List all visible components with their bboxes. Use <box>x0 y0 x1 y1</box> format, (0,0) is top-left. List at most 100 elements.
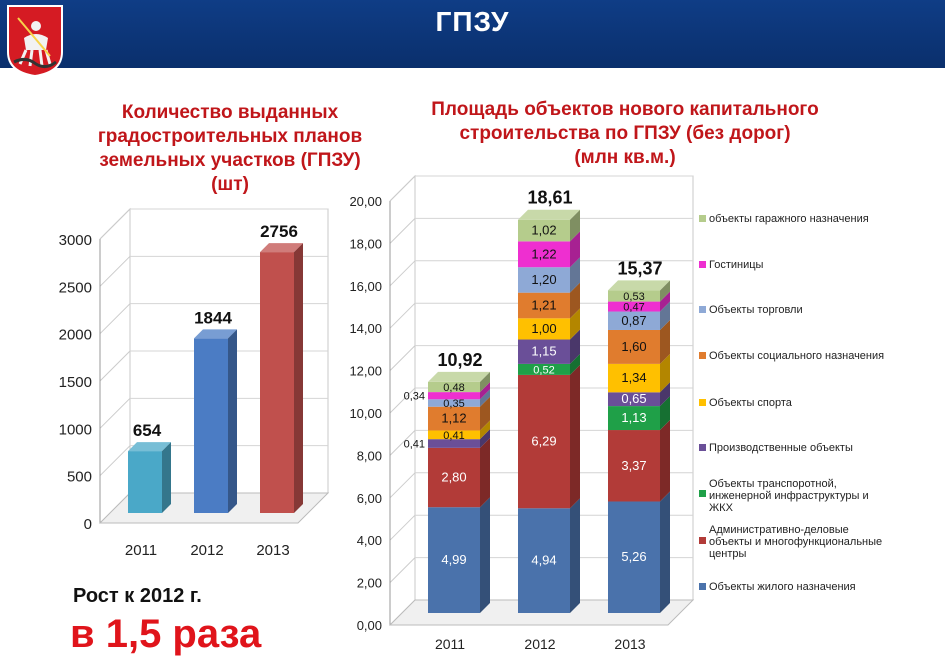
y-tick-label: 1000 <box>59 421 92 438</box>
bar-value-label: 1844 <box>194 308 232 327</box>
bar-segment <box>428 430 480 440</box>
growth-caption: Рост к 2012 г. <box>73 585 202 607</box>
y-tick-label: 14,00 <box>349 321 382 336</box>
bar-total-label: 18,61 <box>527 188 572 208</box>
segment-value-label: 0,41 <box>443 430 464 442</box>
legend-label: Административно-деловые объекты и многофу… <box>709 524 882 560</box>
segment-value-label: 1,00 <box>531 321 556 336</box>
segment-value-label: 4,94 <box>531 553 556 568</box>
segment-value-label: 5,26 <box>621 549 646 564</box>
right-chart-title-line: строительства по ГПЗУ (без дорог) <box>459 123 791 144</box>
grid-line-side <box>389 514 416 541</box>
bar-segment-side <box>480 371 490 393</box>
segment-value-label: 1,22 <box>531 246 556 261</box>
bar-segment-side <box>570 257 580 293</box>
segment-value-label: 0,65 <box>621 391 646 406</box>
y-tick-label: 3000 <box>59 232 92 249</box>
y-tick-label: 18,00 <box>349 236 382 251</box>
bar-segment <box>428 399 480 407</box>
legend-swatch <box>699 261 706 268</box>
bar-segment-side <box>570 282 580 319</box>
segment-value-label: 0,53 <box>623 291 644 303</box>
segment-value-label: 0,34 <box>404 391 425 403</box>
y-tick-label: 6,00 <box>357 491 382 506</box>
legend-swatch <box>699 490 706 497</box>
segment-value-label: 6,29 <box>531 434 556 449</box>
y-tick-label: 1500 <box>59 374 92 391</box>
bar-top <box>428 371 490 382</box>
bar-top <box>194 329 237 339</box>
grid-line-side <box>99 350 131 382</box>
header-bar: ГПЗУ <box>0 0 945 78</box>
page-title: ГПЗУ <box>435 6 510 37</box>
legend-swatch <box>699 215 706 222</box>
legend-label: Гостиницы <box>709 259 764 271</box>
bar-segment-side <box>660 353 670 393</box>
y-tick-label: 0,00 <box>357 618 382 633</box>
bar-segment-side <box>480 396 490 431</box>
grid-line-side <box>389 175 416 202</box>
bar-segment <box>608 501 660 613</box>
bar-segment-side <box>570 209 580 242</box>
bar-segment-side <box>570 308 580 340</box>
right-chart-title-line: (млн кв.м.) <box>574 147 676 168</box>
bar-value-label: 654 <box>133 421 162 440</box>
bar-segment <box>518 318 570 340</box>
left-chart-title: Количество выданных градостроительных пл… <box>40 101 420 197</box>
y-tick-label: 2000 <box>59 327 92 344</box>
y-tick-label: 20,00 <box>349 194 382 209</box>
y-tick-label: 2,00 <box>357 576 382 591</box>
left-chart-title-line: градостроительных планов <box>97 126 363 147</box>
bar-segment <box>428 447 480 508</box>
bar-segment-side <box>570 329 580 364</box>
legend-label: Объекты торговли <box>709 304 803 316</box>
segment-value-label: 0,35 <box>443 398 464 410</box>
x-tick-label: 2013 <box>256 542 289 559</box>
segment-value-label: 1,13 <box>621 410 646 425</box>
bar-side <box>228 329 237 513</box>
bar-segment <box>518 241 570 268</box>
bar-segment <box>608 406 660 431</box>
segment-value-label: 0,41 <box>404 439 425 451</box>
bar-segment <box>518 508 570 613</box>
grid-line-side <box>99 303 131 335</box>
segment-value-label: 4,99 <box>441 552 466 567</box>
grid-line-side <box>389 345 416 371</box>
y-tick-label: 0 <box>84 516 92 533</box>
bar-segment-side <box>660 420 670 502</box>
bar-segment <box>518 374 570 509</box>
bar-segment <box>518 292 570 319</box>
bar-total-label: 10,92 <box>437 350 482 370</box>
grid-line-side <box>389 260 416 287</box>
segment-value-label: 0,48 <box>443 382 464 394</box>
segment-value-label: 1,20 <box>531 272 556 287</box>
bar-segment <box>428 392 480 400</box>
bar <box>260 252 294 513</box>
bar-segment-side <box>660 291 670 312</box>
bar-segment-side <box>480 437 490 508</box>
bar-segment-side <box>480 389 490 407</box>
segment-value-label: 1,02 <box>531 223 556 238</box>
x-tick-label: 2011 <box>125 542 157 559</box>
bar-segment-side <box>570 498 580 613</box>
bar-segment <box>428 381 480 393</box>
bar <box>194 338 228 513</box>
bar-side <box>162 442 171 513</box>
segment-value-label: 0,52 <box>533 364 554 376</box>
legend-swatch <box>699 537 706 544</box>
segment-value-label: 0,47 <box>623 302 644 314</box>
segment-value-label: 2,80 <box>441 470 466 485</box>
bar-segment-side <box>660 396 670 431</box>
legend-swatch <box>699 399 706 406</box>
y-tick-label: 10,00 <box>349 406 382 421</box>
bar-segment <box>518 363 570 375</box>
y-tick-label: 16,00 <box>349 279 382 294</box>
bar-segment <box>428 439 480 448</box>
grid-line-side <box>99 397 131 429</box>
y-tick-label: 500 <box>67 469 92 486</box>
bar-segment-side <box>660 319 670 364</box>
segment-value-label: 1,15 <box>531 344 556 359</box>
bar-segment-side <box>660 301 670 330</box>
y-tick-label: 8,00 <box>357 448 382 463</box>
